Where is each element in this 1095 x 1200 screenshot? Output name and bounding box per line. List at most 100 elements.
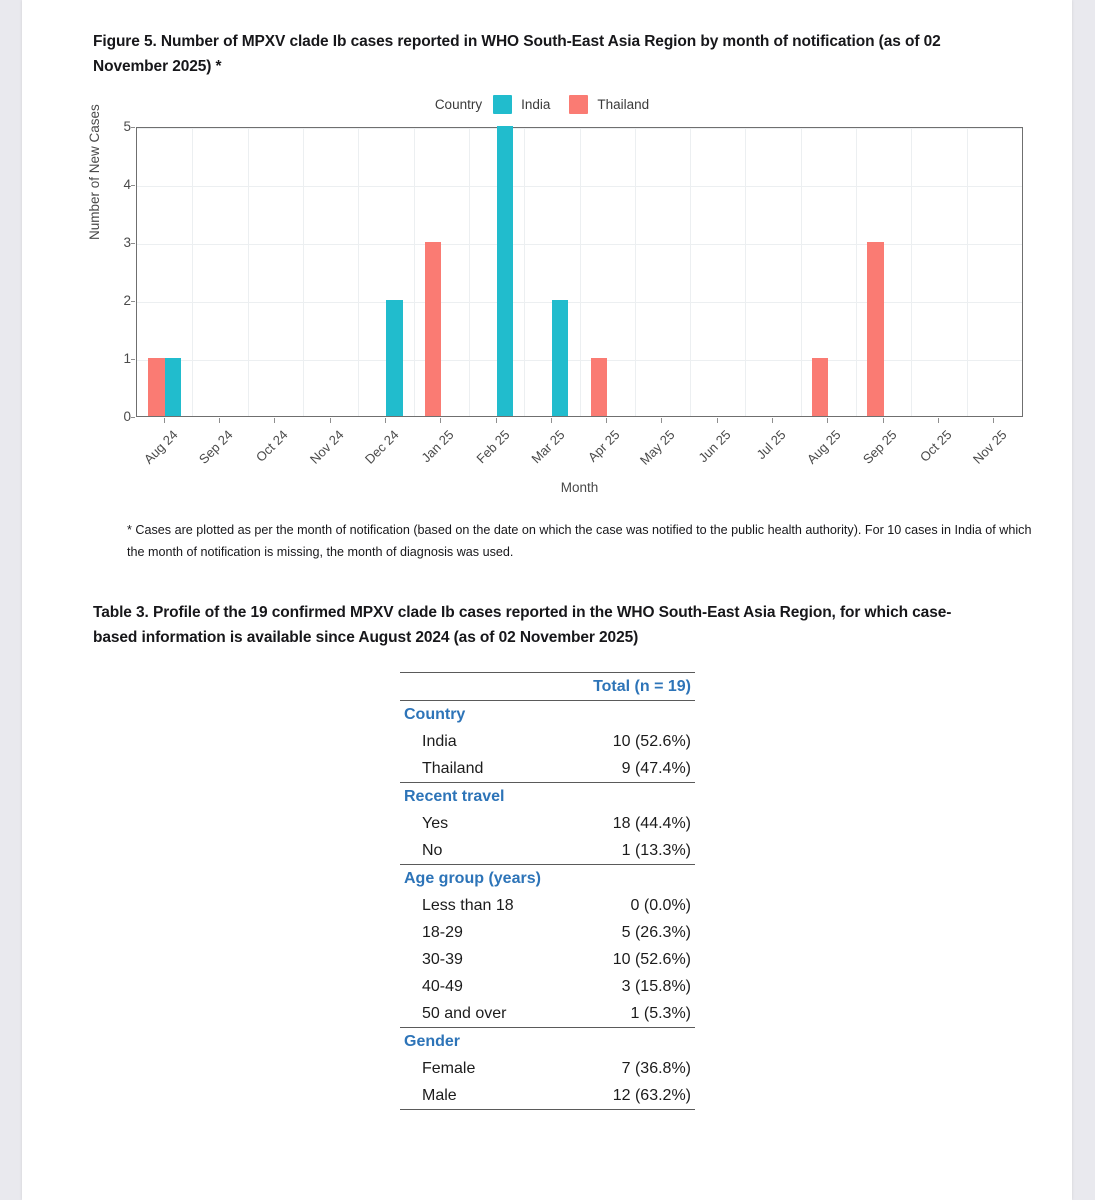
table-section-label: Age group (years) bbox=[404, 869, 541, 887]
bar-thailand-aug-25 bbox=[811, 358, 829, 416]
x-tick-label: Jun 25 bbox=[695, 427, 734, 466]
x-tick-mark bbox=[550, 418, 552, 423]
x-tick-label: Nov 24 bbox=[306, 427, 347, 467]
y-tick-label: 5 bbox=[123, 119, 131, 134]
table-row: Less than 18 0 (0.0%) bbox=[400, 892, 695, 919]
table-cell-label: No bbox=[400, 837, 556, 865]
y-tick-mark bbox=[131, 185, 135, 186]
table-cell-value: 10 (52.6%) bbox=[612, 950, 691, 968]
table-cell-value: 12 (63.2%) bbox=[555, 1082, 695, 1110]
table-cell-label: Less than 18 bbox=[422, 896, 514, 914]
x-gridline bbox=[856, 128, 858, 416]
y-tick-mark bbox=[131, 359, 135, 360]
table-cell-label: 30-39 bbox=[422, 950, 463, 968]
x-tick-mark bbox=[772, 418, 774, 423]
x-axis-title: Month bbox=[560, 480, 599, 495]
bar-thailand-jan-25 bbox=[424, 242, 442, 416]
table-row: 40-49 3 (15.8%) bbox=[400, 973, 695, 1000]
table-section-header: Age group (years) bbox=[400, 865, 695, 893]
y-tick-label: 3 bbox=[123, 235, 131, 250]
x-tick-label: Aug 25 bbox=[804, 427, 845, 467]
table-row: 18-29 5 (26.3%) bbox=[400, 919, 695, 946]
y-tick-mark bbox=[131, 127, 135, 128]
table-cell-value: 3 (15.8%) bbox=[621, 977, 691, 995]
table-cell-label: 50 and over bbox=[400, 1000, 556, 1028]
x-tick-label: Apr 25 bbox=[585, 427, 623, 465]
x-tick-mark bbox=[440, 418, 442, 423]
x-tick-label: Aug 24 bbox=[140, 427, 181, 467]
x-tick-label: Dec 24 bbox=[361, 427, 402, 467]
table-cell-label: 18-29 bbox=[422, 923, 463, 941]
table-header-total: Total (n = 19) bbox=[555, 672, 695, 701]
legend-label-india: India bbox=[521, 97, 551, 112]
table-cell-value: 1 (13.3%) bbox=[555, 837, 695, 865]
bar-india-dec-24 bbox=[385, 300, 403, 416]
x-tick-mark bbox=[827, 418, 829, 423]
x-gridline bbox=[634, 128, 636, 416]
legend-swatch-india bbox=[493, 95, 513, 114]
x-tick-label: Jul 25 bbox=[753, 427, 789, 463]
table-section-header: Recent travel bbox=[400, 783, 695, 811]
x-gridline bbox=[247, 128, 249, 416]
y-tick-mark bbox=[131, 417, 135, 418]
x-tick-mark bbox=[274, 418, 276, 423]
table-cell-value: 18 (44.4%) bbox=[612, 814, 691, 832]
x-tick-mark bbox=[993, 418, 995, 423]
x-tick-label: Oct 25 bbox=[916, 427, 955, 465]
bar-thailand-apr-25 bbox=[590, 358, 608, 416]
table-cell-value: 9 (47.4%) bbox=[555, 755, 695, 783]
x-gridline bbox=[468, 128, 470, 416]
table-cell-value: 0 (0.0%) bbox=[630, 896, 691, 914]
legend-title: Country bbox=[434, 97, 483, 112]
x-tick-mark bbox=[163, 418, 165, 423]
x-tick-mark bbox=[938, 418, 940, 423]
x-gridline bbox=[911, 128, 913, 416]
table-section-header: Country bbox=[400, 701, 695, 729]
table3-title: Table 3. Profile of the 19 confirmed MPX… bbox=[93, 604, 952, 646]
x-tick-mark bbox=[495, 418, 497, 423]
x-tick-mark bbox=[384, 418, 386, 423]
table-header-blank bbox=[400, 672, 556, 701]
table-cell-value: 1 (5.3%) bbox=[555, 1000, 695, 1028]
table-row: Yes 18 (44.4%) bbox=[400, 810, 695, 837]
x-tick-label: Sep 24 bbox=[195, 427, 236, 467]
table-cell-label: India bbox=[422, 732, 457, 750]
x-gridline bbox=[358, 128, 360, 416]
figure-title: Figure 5. Number of MPXV clade Ib cases … bbox=[93, 33, 941, 75]
y-tick-mark bbox=[131, 301, 135, 302]
document-page: Figure 5. Number of MPXV clade Ib cases … bbox=[22, 0, 1072, 1200]
x-tick-label: Oct 24 bbox=[253, 427, 291, 465]
table-section-label: Gender bbox=[404, 1032, 461, 1050]
x-gridline bbox=[800, 128, 802, 416]
table-row: No 1 (13.3%) bbox=[400, 837, 695, 865]
y-tick-label: 4 bbox=[123, 177, 131, 192]
table-cell-label: Thailand bbox=[400, 755, 556, 783]
table-section-label: Recent travel bbox=[404, 787, 505, 805]
x-tick-mark bbox=[329, 418, 331, 423]
x-tick-mark bbox=[218, 418, 220, 423]
table-cell-label: 40-49 bbox=[422, 977, 463, 995]
x-gridline bbox=[579, 128, 581, 416]
table-section-label: Country bbox=[404, 705, 466, 723]
chart-legend: Country India Thailand bbox=[22, 95, 1072, 114]
table-cell-value: 10 (52.6%) bbox=[612, 732, 691, 750]
y-tick-label: 1 bbox=[123, 351, 131, 366]
bar-thailand-aug-24 bbox=[148, 358, 165, 416]
table-cell-label: Male bbox=[400, 1082, 556, 1110]
table-row: Female 7 (36.8%) bbox=[400, 1055, 695, 1082]
x-tick-mark bbox=[661, 418, 663, 423]
table-row: India 10 (52.6%) bbox=[400, 728, 695, 755]
table-row: Thailand 9 (47.4%) bbox=[400, 755, 695, 783]
x-gridline bbox=[192, 128, 194, 416]
bar-india-feb-25 bbox=[496, 126, 514, 416]
table-cell-label: Yes bbox=[422, 814, 449, 832]
x-gridline bbox=[413, 128, 415, 416]
x-tick-mark bbox=[716, 418, 718, 423]
x-tick-mark bbox=[606, 418, 608, 423]
x-tick-label: Sep 25 bbox=[859, 427, 900, 467]
x-tick-label: Nov 25 bbox=[970, 427, 1010, 467]
table3: Total (n = 19) Country India 10 (52.6%) Thai… bbox=[400, 672, 695, 1110]
legend-swatch-thailand bbox=[569, 95, 589, 114]
table-section-header: Gender bbox=[400, 1028, 695, 1056]
